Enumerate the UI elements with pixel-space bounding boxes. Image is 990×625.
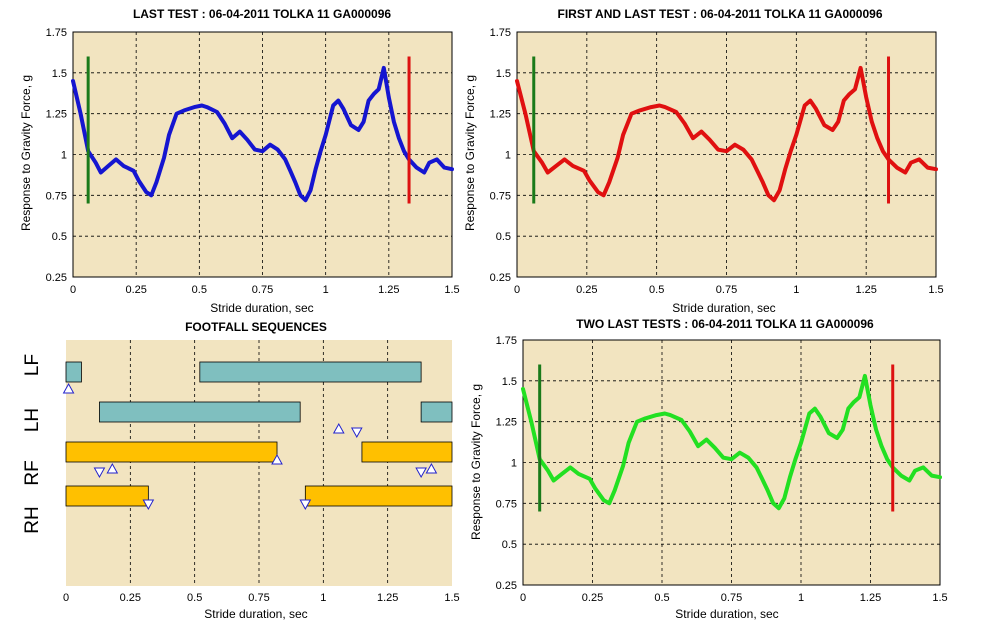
footfall-bar	[65, 361, 82, 383]
footfall-sequences-chart: FOOTFALL SEQUENCES Stride duration, sec …	[22, 320, 460, 621]
series-line	[521, 373, 942, 511]
x-tick-label: 1.25	[860, 592, 881, 604]
y-tick-label: 1.5	[502, 376, 517, 388]
y-tick-label: 0.25	[496, 580, 517, 592]
x-tick-label: 1.5	[932, 592, 947, 604]
x-axis-label: Stride duration, sec	[675, 607, 778, 621]
x-tick-label: 0.75	[248, 592, 269, 604]
footfall-bar	[99, 401, 301, 423]
chart-title: TWO LAST TESTS : 06-04-2011 TOLKA 11 GA0…	[576, 317, 874, 331]
row-label-rf: RF	[22, 460, 43, 485]
touch-down-marker	[415, 467, 427, 479]
y-tick-label: 0.5	[502, 539, 517, 551]
y-tick-label: 1.5	[52, 68, 67, 80]
x-tick-label: 0.25	[125, 284, 146, 296]
y-axis-label: Response to Gravity Force, g	[463, 75, 477, 231]
chart-title: FIRST AND LAST TEST : 06-04-2011 TOLKA 1…	[558, 7, 883, 21]
x-tick-label: 0.75	[252, 284, 273, 296]
x-tick-label: 0.25	[120, 592, 141, 604]
x-tick-label: 1	[320, 592, 326, 604]
footfall-bar	[65, 485, 149, 507]
x-tick-label: 0	[514, 284, 520, 296]
x-tick-label: 1	[793, 284, 799, 296]
touch-down-marker	[299, 499, 312, 511]
y-tick-label: 1.25	[496, 417, 517, 429]
x-tick-label: 0	[70, 284, 76, 296]
x-tick-label: 0.25	[582, 592, 603, 604]
x-tick-label: 1.5	[444, 592, 459, 604]
x-tick-label: 0	[63, 592, 69, 604]
footfall-bar	[65, 441, 278, 463]
y-tick-label: 0.75	[490, 190, 511, 202]
y-tick-label: 1.75	[496, 335, 517, 347]
touch-down-marker	[350, 427, 363, 439]
x-tick-label: 1.25	[855, 284, 876, 296]
lift-off-marker	[332, 422, 345, 434]
y-tick-label: 0.75	[46, 190, 67, 202]
x-tick-label: 0	[520, 592, 526, 604]
row-label-lf: LF	[22, 354, 43, 376]
row-label-rh: RH	[22, 506, 43, 533]
y-tick-label: 0.25	[490, 272, 511, 284]
x-tick-label: 1.25	[378, 284, 399, 296]
x-tick-label: 0.5	[187, 592, 202, 604]
lift-off-marker	[106, 462, 119, 474]
footfall-bar	[420, 401, 453, 423]
x-axis-label: Stride duration, sec	[210, 301, 313, 315]
footfall-bar	[361, 441, 453, 463]
first-and-last-test-chart: FIRST AND LAST TEST : 06-04-2011 TOLKA 1…	[463, 7, 944, 315]
footfall-bar	[199, 361, 422, 383]
row-label-lh: LH	[22, 408, 43, 432]
chart-title: FOOTFALL SEQUENCES	[185, 320, 327, 334]
y-axis-label: Response to Gravity Force, g	[19, 75, 33, 231]
y-tick-label: 0.75	[496, 498, 517, 510]
touch-down-marker	[93, 467, 106, 479]
series-line	[71, 65, 454, 203]
y-tick-label: 0.5	[496, 231, 511, 243]
x-tick-label: 1.25	[377, 592, 398, 604]
lift-off-marker	[425, 462, 438, 474]
x-axis-label: Stride duration, sec	[672, 301, 775, 315]
y-tick-label: 1.25	[490, 109, 511, 121]
footfall-bar	[304, 485, 453, 507]
x-tick-label: 0.75	[721, 592, 742, 604]
x-tick-label: 0.75	[716, 284, 737, 296]
y-tick-label: 1	[505, 150, 511, 162]
y-tick-label: 1	[61, 150, 67, 162]
x-tick-label: 0.25	[576, 284, 597, 296]
x-tick-label: 1	[798, 592, 804, 604]
chart-title: LAST TEST : 06-04-2011 TOLKA 11 GA000096	[133, 7, 391, 21]
y-tick-label: 1.5	[496, 68, 511, 80]
x-tick-label: 1	[323, 284, 329, 296]
series-line	[515, 65, 938, 203]
x-tick-label: 1.5	[928, 284, 943, 296]
x-axis-label: Stride duration, sec	[204, 607, 307, 621]
x-tick-label: 0.5	[649, 284, 664, 296]
lift-off-marker	[271, 453, 283, 465]
two-last-tests-chart: TWO LAST TESTS : 06-04-2011 TOLKA 11 GA0…	[469, 317, 948, 621]
y-tick-label: 1	[511, 458, 517, 470]
y-tick-label: 0.5	[52, 231, 67, 243]
y-tick-label: 0.25	[46, 272, 67, 284]
x-tick-label: 1.5	[444, 284, 459, 296]
y-tick-label: 1.75	[490, 27, 511, 39]
y-tick-label: 1.75	[46, 27, 67, 39]
last-test-chart: LAST TEST : 06-04-2011 TOLKA 11 GA000096…	[19, 7, 460, 315]
touch-down-marker	[142, 499, 155, 511]
y-tick-label: 1.25	[46, 109, 67, 121]
x-tick-label: 0.5	[192, 284, 207, 296]
x-tick-label: 0.5	[654, 592, 669, 604]
lift-off-marker	[62, 382, 75, 394]
y-axis-label: Response to Gravity Force, g	[469, 384, 483, 540]
